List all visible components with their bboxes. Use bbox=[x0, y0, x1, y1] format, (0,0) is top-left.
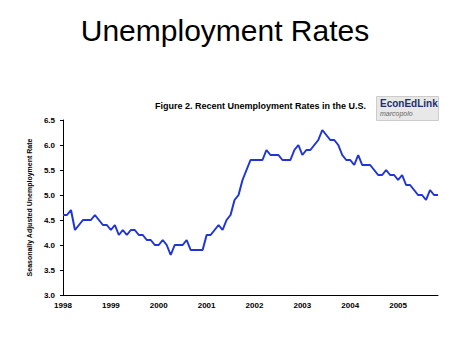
svg-text:4.5: 4.5 bbox=[44, 216, 56, 225]
svg-text:6.0: 6.0 bbox=[44, 141, 56, 150]
svg-text:marcopolo: marcopolo bbox=[380, 110, 413, 118]
svg-text:Seasonally Adjusted Unemployme: Seasonally Adjusted Unemployment Rate bbox=[26, 138, 34, 276]
svg-text:2000: 2000 bbox=[150, 301, 168, 310]
svg-text:1999: 1999 bbox=[102, 301, 120, 310]
svg-text:3.5: 3.5 bbox=[44, 266, 56, 275]
svg-text:2004: 2004 bbox=[341, 301, 359, 310]
svg-text:5.0: 5.0 bbox=[44, 191, 56, 200]
svg-text:Unemployment Rates: Unemployment Rates bbox=[81, 14, 369, 47]
svg-text:6.5: 6.5 bbox=[44, 116, 56, 125]
svg-text:1998: 1998 bbox=[54, 301, 72, 310]
svg-text:EconEdLink: EconEdLink bbox=[380, 98, 438, 109]
svg-text:Figure 2. Recent Unemployment: Figure 2. Recent Unemployment Rates in t… bbox=[155, 101, 366, 111]
svg-text:3.0: 3.0 bbox=[44, 291, 56, 300]
svg-text:2001: 2001 bbox=[198, 301, 216, 310]
svg-text:2003: 2003 bbox=[293, 301, 311, 310]
svg-text:4.0: 4.0 bbox=[44, 241, 56, 250]
svg-text:2005: 2005 bbox=[389, 301, 407, 310]
svg-text:2002: 2002 bbox=[246, 301, 264, 310]
svg-text:5.5: 5.5 bbox=[44, 166, 56, 175]
